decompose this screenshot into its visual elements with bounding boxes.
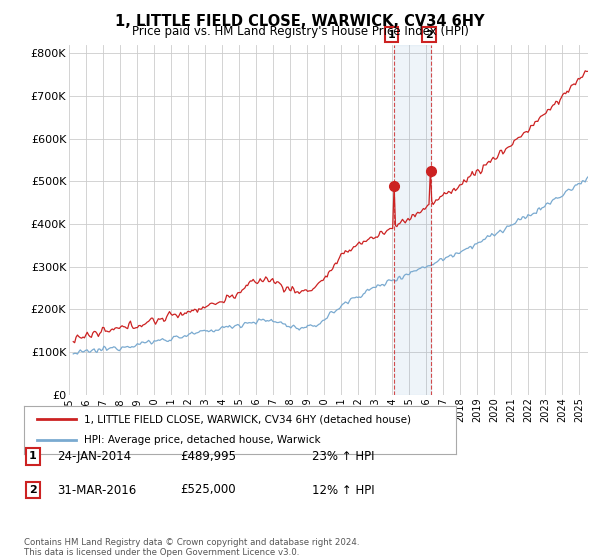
Text: Price paid vs. HM Land Registry's House Price Index (HPI): Price paid vs. HM Land Registry's House … <box>131 25 469 38</box>
Text: 24-JAN-2014: 24-JAN-2014 <box>57 450 131 463</box>
Text: £525,000: £525,000 <box>180 483 236 497</box>
Text: Contains HM Land Registry data © Crown copyright and database right 2024.
This d: Contains HM Land Registry data © Crown c… <box>24 538 359 557</box>
Text: HPI: Average price, detached house, Warwick: HPI: Average price, detached house, Warw… <box>85 435 321 445</box>
Text: 2: 2 <box>425 30 433 40</box>
Text: 1, LITTLE FIELD CLOSE, WARWICK, CV34 6HY: 1, LITTLE FIELD CLOSE, WARWICK, CV34 6HY <box>115 14 485 29</box>
Text: £489,995: £489,995 <box>180 450 236 463</box>
Bar <box>394 45 431 395</box>
Text: 12% ↑ HPI: 12% ↑ HPI <box>312 483 374 497</box>
Text: 2: 2 <box>29 485 37 495</box>
Text: 23% ↑ HPI: 23% ↑ HPI <box>312 450 374 463</box>
Text: 1: 1 <box>29 451 37 461</box>
Text: 1, LITTLE FIELD CLOSE, WARWICK, CV34 6HY (detached house): 1, LITTLE FIELD CLOSE, WARWICK, CV34 6HY… <box>85 414 412 424</box>
Text: 1: 1 <box>388 30 395 40</box>
Text: 31-MAR-2016: 31-MAR-2016 <box>57 483 136 497</box>
